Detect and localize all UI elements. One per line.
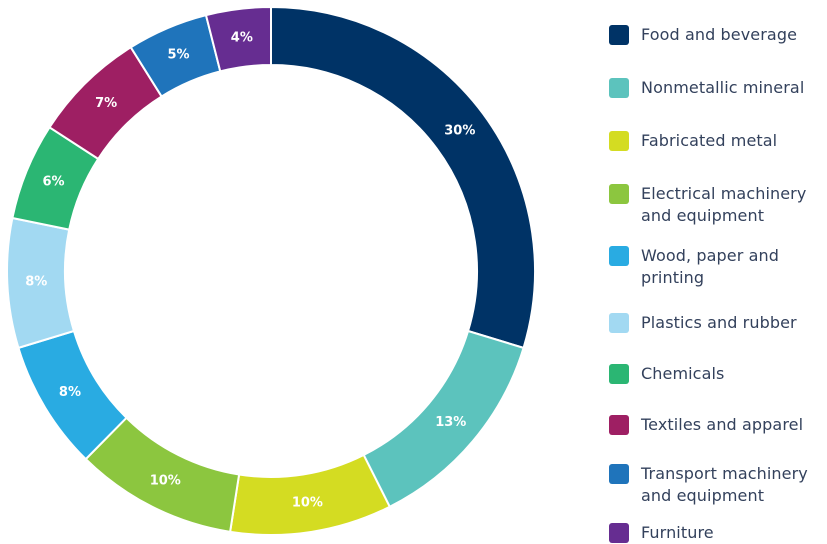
donut-chart: 30% 13% 10% 10% 8% 8% 6% 7% 5% 4% [6,5,536,536]
legend-label: Transport machinery and equipment [641,464,808,505]
legend-swatch [609,415,629,435]
legend-swatch [609,313,629,333]
legend-label: Wood, paper and printing [641,246,780,287]
legend-item: Food and beverage [609,24,827,46]
legend-label: Plastics and rubber [641,313,797,332]
legend-item: Wood, paper and printing [609,245,827,289]
legend-label: Nonmetallic mineral [641,78,805,97]
slice-label: 8% [59,385,81,400]
slice-label: 30% [444,124,475,139]
legend-swatch [609,364,629,384]
legend: Food and beverage Nonmetallic mineral Fabr… [609,0,827,544]
legend-item: Electrical machinery and equipment [609,183,827,227]
legend-swatch [609,246,629,266]
legend-label: Food and beverage [641,25,798,44]
legend-swatch [609,464,629,484]
slice-label: 8% [25,274,47,289]
slice-label: 7% [95,96,117,111]
legend-item: Textiles and apparel [609,414,827,436]
donut-labels: 30% 13% 10% 10% 8% 8% 6% 7% 5% 4% [25,30,475,510]
slice-label: 10% [292,496,323,511]
donut-slices [6,5,536,536]
legend-swatch [609,184,629,204]
slice-furniture [204,5,272,73]
legend-swatch [609,25,629,45]
legend-item: Transport machinery and equipment [609,463,827,507]
legend-label: Furniture [641,523,714,542]
legend-swatch [609,523,629,543]
slice-label: 13% [435,415,466,430]
legend-item: Nonmetallic mineral [609,77,827,99]
legend-item: Plastics and rubber [609,312,827,334]
legend-label: Fabricated metal [641,131,778,150]
slice-label: 10% [150,473,181,488]
slice-label: 6% [43,174,65,189]
legend-label: Electrical machinery and equipment [641,184,807,225]
legend-item: Fabricated metal [609,130,827,152]
legend-item: Chemicals [609,363,827,385]
slice-food-and-beverage [270,5,536,350]
slice-label: 5% [168,47,190,62]
legend-swatch [609,131,629,151]
slice-label: 4% [231,30,253,45]
legend-swatch [609,78,629,98]
legend-label: Chemicals [641,364,725,383]
legend-item: Furniture [609,522,827,544]
legend-label: Textiles and apparel [641,415,804,434]
